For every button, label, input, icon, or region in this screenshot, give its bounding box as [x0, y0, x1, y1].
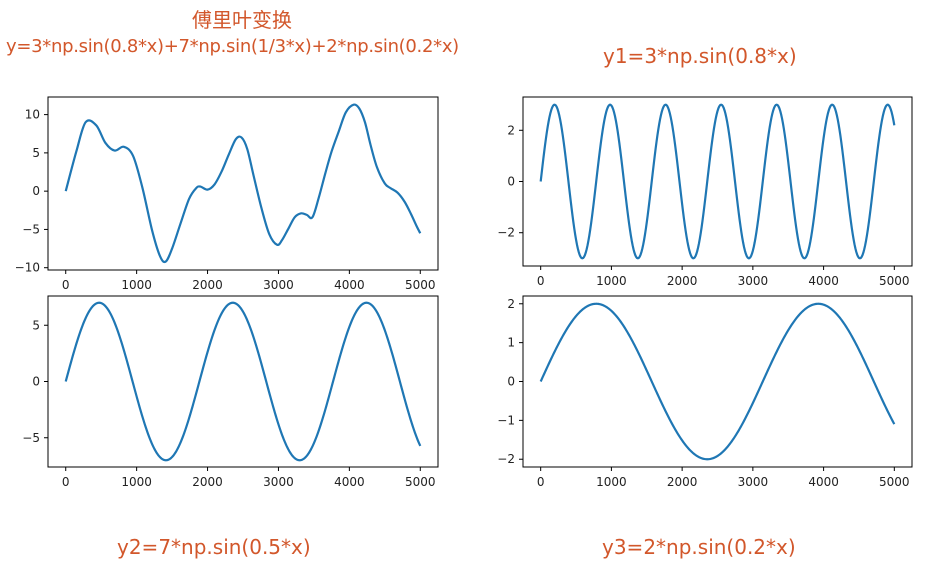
chart-y2: 0 1000 2000 3000 4000 5000 −5 0 5	[22, 295, 439, 489]
y-tick-label: −1	[497, 413, 515, 427]
x-tick-label: 0	[62, 278, 70, 292]
x-tick-label: 0	[537, 475, 545, 489]
y-tick-label: 1	[507, 336, 515, 350]
y2-formula-caption: y2=7*np.sin(0.5*x)	[117, 535, 311, 559]
x-tick-label: 0	[62, 475, 70, 489]
axes-frame-y3	[522, 295, 913, 468]
x-tick-label: 2000	[192, 278, 223, 292]
x-tick-label: 1000	[596, 475, 627, 489]
x-tick-label: 5000	[879, 274, 910, 288]
y-tick-label: 5	[32, 318, 40, 332]
series-line-sum	[64, 103, 422, 264]
x-tick-label: 3000	[738, 475, 769, 489]
x-tick-label: 1000	[596, 274, 627, 288]
x-tick-label: 4000	[334, 475, 365, 489]
y-tick-label: 0	[32, 184, 40, 198]
y-tick-label: −10	[15, 261, 40, 275]
series-line-y1	[539, 103, 896, 260]
y-tick-label: 2	[507, 297, 515, 311]
x-tick-label: 2000	[192, 475, 223, 489]
chart-y1: 0 1000 2000 3000 4000 5000 −2 0 2	[497, 96, 913, 288]
y3-formula-caption: y3=2*np.sin(0.2*x)	[602, 535, 796, 559]
y-tick-label: −2	[497, 452, 515, 466]
x-tick-label: 3000	[263, 475, 294, 489]
axes-frame-sum	[47, 96, 439, 271]
x-tick-label: 3000	[738, 274, 769, 288]
x-tick-label: 4000	[808, 475, 839, 489]
y-tick-label: 0	[507, 175, 515, 189]
axes-frame-y2	[47, 295, 439, 468]
figure-title: 傅里叶变换	[192, 8, 292, 32]
y-tick-label: 2	[507, 123, 515, 137]
y-tick-label: 0	[507, 375, 515, 389]
x-tick-label: 1000	[121, 278, 152, 292]
x-tick-label: 1000	[121, 475, 152, 489]
x-tick-label: 5000	[405, 278, 436, 292]
x-tick-label: 3000	[263, 278, 294, 292]
chart-y3: 0 1000 2000 3000 4000 5000 −2 −1 0 1 2	[497, 295, 913, 489]
x-tick-label: 0	[537, 274, 545, 288]
x-tick-label: 2000	[667, 274, 698, 288]
y-tick-label: 10	[25, 108, 40, 122]
chart-sum: 0 1000 2000 3000 4000 5000 −10 −5 0 5 10	[15, 96, 439, 292]
y1-formula-caption: y1=3*np.sin(0.8*x)	[603, 44, 797, 68]
x-tick-label: 5000	[405, 475, 436, 489]
y-tick-label: 5	[32, 146, 40, 160]
x-tick-label: 4000	[334, 278, 365, 292]
series-line-y3	[539, 302, 896, 461]
x-tick-label: 2000	[667, 475, 698, 489]
x-tick-label: 4000	[808, 274, 839, 288]
y-tick-label: −5	[22, 431, 40, 445]
series-line-y2	[64, 301, 422, 462]
y-tick-label: 0	[32, 375, 40, 389]
main-formula-caption: y=3*np.sin(0.8*x)+7*np.sin(1/3*x)+2*np.s…	[6, 36, 459, 57]
y-tick-label: −5	[22, 222, 40, 236]
x-tick-label: 5000	[879, 475, 910, 489]
y-tick-label: −2	[497, 226, 515, 240]
